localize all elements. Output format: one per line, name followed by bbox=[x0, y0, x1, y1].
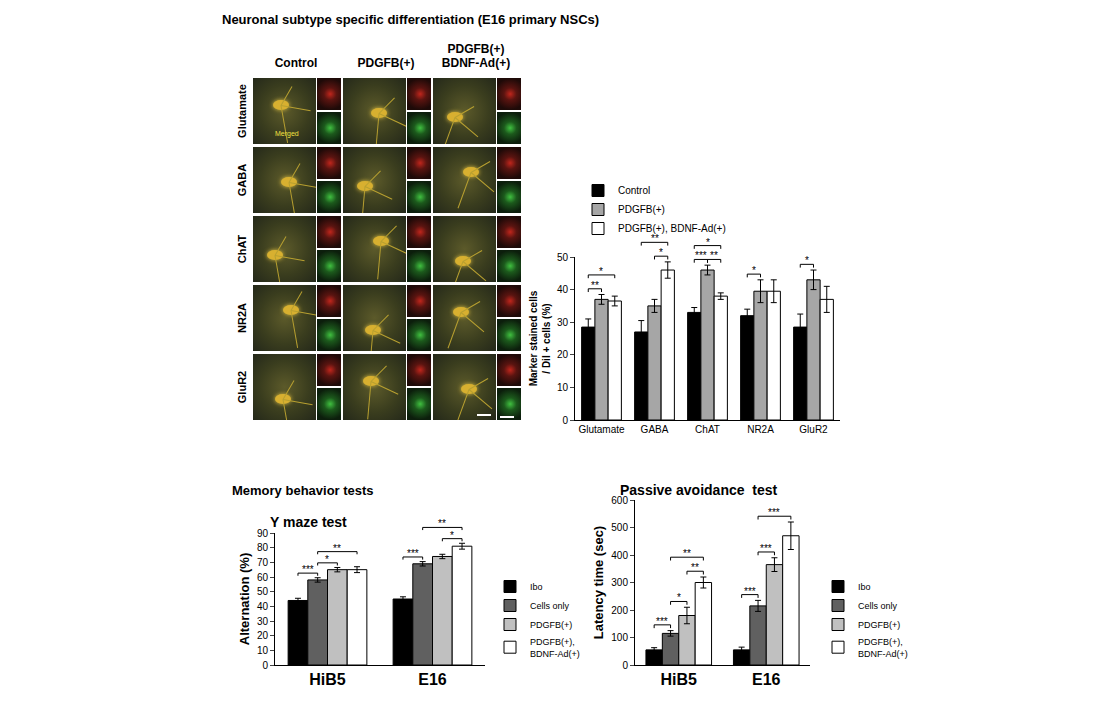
svg-text:Alternation (%): Alternation (%) bbox=[237, 553, 252, 645]
html-text:GABA: GABA bbox=[236, 163, 248, 197]
svg-text:**: ** bbox=[683, 548, 691, 559]
svg-text:0: 0 bbox=[622, 660, 628, 671]
svg-text:**: ** bbox=[651, 233, 659, 244]
svg-text:GABA: GABA bbox=[641, 424, 669, 435]
svg-text:90: 90 bbox=[257, 528, 269, 539]
svg-text:ChAT: ChAT bbox=[695, 424, 720, 435]
svg-text:80: 80 bbox=[257, 542, 269, 553]
svg-text:20: 20 bbox=[257, 630, 269, 641]
svg-text:Ibo: Ibo bbox=[530, 582, 543, 592]
svg-text:**: ** bbox=[691, 562, 699, 573]
svg-text:E16: E16 bbox=[418, 671, 447, 688]
svg-text:***: *** bbox=[656, 616, 668, 627]
svg-text:100: 100 bbox=[611, 632, 628, 643]
svg-text:50: 50 bbox=[557, 252, 569, 263]
svg-text:**: ** bbox=[438, 518, 446, 529]
svg-text:PDGFB(+): PDGFB(+) bbox=[530, 620, 572, 630]
html-text:GluR2: GluR2 bbox=[236, 370, 248, 404]
svg-text:Glutamate: Glutamate bbox=[578, 424, 625, 435]
svg-text:GluR2: GluR2 bbox=[799, 424, 828, 435]
svg-text:HiB5: HiB5 bbox=[661, 671, 698, 688]
svg-text:60: 60 bbox=[257, 572, 269, 583]
svg-text:Ibo: Ibo bbox=[858, 582, 871, 592]
svg-text:50: 50 bbox=[257, 586, 269, 597]
svg-text:*: * bbox=[659, 247, 663, 258]
svg-text:*: * bbox=[752, 265, 756, 276]
html-text:NR2A: NR2A bbox=[236, 303, 248, 333]
svg-text:400: 400 bbox=[611, 550, 628, 561]
svg-text:30: 30 bbox=[557, 317, 569, 328]
svg-text:0: 0 bbox=[562, 415, 568, 426]
html-text:Glutamate: Glutamate bbox=[236, 84, 248, 138]
svg-text:0: 0 bbox=[262, 660, 268, 671]
html-text:PDGFB(+): PDGFB(+) bbox=[447, 42, 505, 56]
svg-text:*: * bbox=[325, 554, 329, 565]
svg-text:*: * bbox=[599, 266, 603, 277]
svg-text:40: 40 bbox=[257, 601, 269, 612]
svg-text:20: 20 bbox=[557, 349, 569, 360]
html-text:BDNF-Ad(+): BDNF-Ad(+) bbox=[441, 56, 511, 70]
svg-text:PDGFB(+): PDGFB(+) bbox=[618, 204, 665, 215]
svg-text:PDGFB(+): PDGFB(+) bbox=[858, 620, 900, 630]
svg-text:10: 10 bbox=[257, 645, 269, 656]
svg-text:***: *** bbox=[695, 250, 707, 261]
svg-text:***: *** bbox=[302, 564, 314, 575]
svg-text:10: 10 bbox=[557, 382, 569, 393]
svg-text:***: *** bbox=[407, 548, 419, 559]
svg-text:PDGFB(+), BDNF-Ad(+): PDGFB(+), BDNF-Ad(+) bbox=[618, 223, 726, 234]
svg-text:200: 200 bbox=[611, 605, 628, 616]
svg-text:*: * bbox=[805, 255, 809, 266]
svg-text:Cells only: Cells only bbox=[858, 601, 898, 611]
svg-text:Latency time (sec): Latency time (sec) bbox=[591, 526, 606, 639]
svg-text:**: ** bbox=[710, 250, 718, 261]
html-text:PDGFB(+): PDGFB(+) bbox=[357, 56, 415, 70]
svg-text:Passive avoidance test: Passive avoidance test bbox=[620, 482, 778, 498]
svg-text:***: *** bbox=[744, 586, 756, 597]
svg-text:40: 40 bbox=[557, 284, 569, 295]
svg-text:600: 600 bbox=[611, 495, 628, 506]
svg-text:500: 500 bbox=[611, 522, 628, 533]
svg-text:***: *** bbox=[768, 507, 780, 518]
html-text:Neuronal subtype specific diff: Neuronal subtype specific differentiatio… bbox=[222, 12, 600, 27]
svg-text:Control: Control bbox=[618, 185, 650, 196]
svg-text:Marker stained cells/ DiI + ce: Marker stained cells/ DiI + cells (%) bbox=[528, 290, 552, 386]
html-text:Merged: Merged bbox=[275, 130, 299, 137]
svg-text:300: 300 bbox=[611, 577, 628, 588]
svg-text:*: * bbox=[450, 530, 454, 541]
svg-text:NR2A: NR2A bbox=[747, 424, 774, 435]
svg-text:*: * bbox=[677, 592, 681, 603]
svg-text:Y maze test: Y maze test bbox=[270, 514, 347, 530]
svg-text:HiB5: HiB5 bbox=[309, 671, 346, 688]
html-text:ChAT: ChAT bbox=[236, 234, 248, 264]
svg-text:**: ** bbox=[333, 543, 341, 554]
svg-text:Memory behavior tests: Memory behavior tests bbox=[232, 483, 374, 498]
svg-text:E16: E16 bbox=[752, 671, 781, 688]
svg-text:PDGFB(+),BDNF-Ad(+): PDGFB(+),BDNF-Ad(+) bbox=[858, 637, 908, 659]
html-text:Control: Control bbox=[274, 56, 318, 70]
svg-text:Cells only: Cells only bbox=[530, 601, 570, 611]
svg-text:*: * bbox=[706, 237, 710, 248]
svg-text:30: 30 bbox=[257, 616, 269, 627]
svg-text:70: 70 bbox=[257, 557, 269, 568]
svg-text:PDGFB(+),BDNF-Ad(+): PDGFB(+),BDNF-Ad(+) bbox=[530, 637, 580, 659]
svg-text:**: ** bbox=[591, 280, 599, 291]
svg-text:***: *** bbox=[760, 543, 772, 554]
